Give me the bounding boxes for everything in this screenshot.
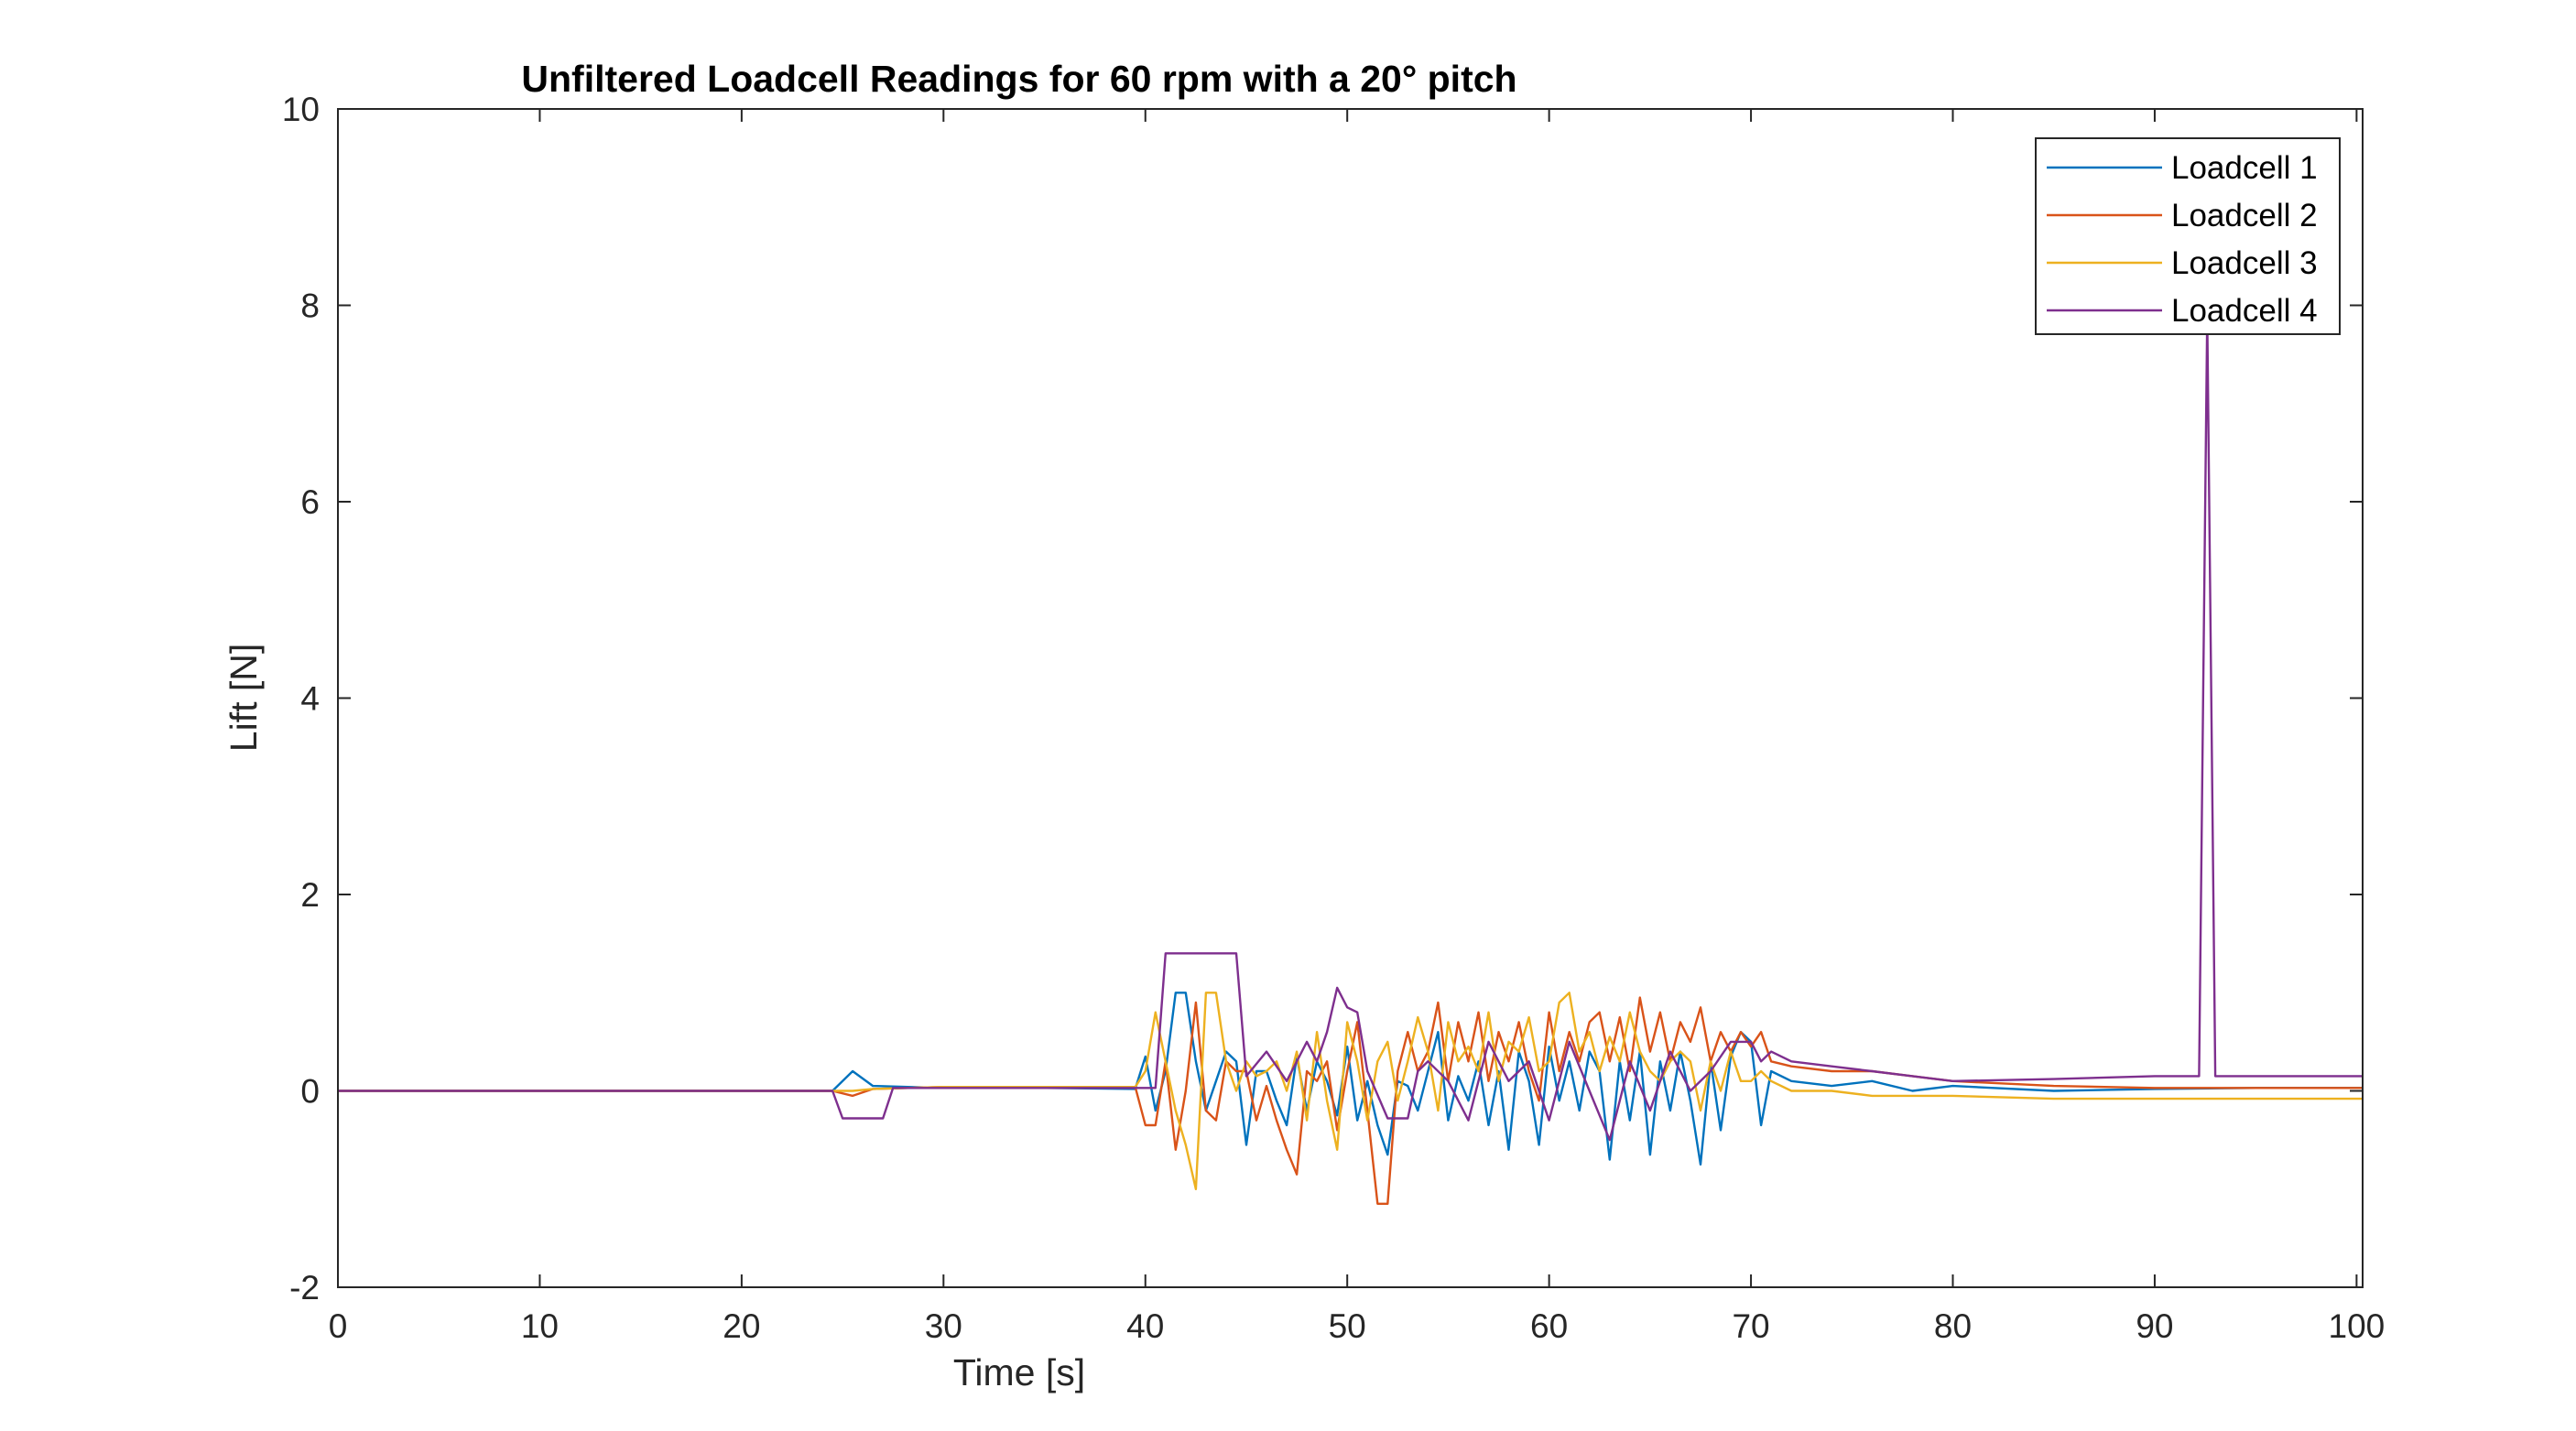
series-line-1: [338, 992, 2363, 1166]
y-tick-label: 6: [300, 483, 320, 521]
x-tick-label: 30: [925, 1307, 962, 1345]
x-tick-label: 90: [2136, 1307, 2173, 1345]
y-tick-label: 4: [300, 680, 320, 718]
x-tick-label: 50: [1329, 1307, 1366, 1345]
x-tick-label: 100: [2329, 1307, 2386, 1345]
y-axis-label: Lift [N]: [223, 644, 265, 752]
x-tick-label: 40: [1126, 1307, 1164, 1345]
legend-label: Loadcell 3: [2171, 245, 2318, 281]
legend-box: [2035, 137, 2341, 335]
x-tick-label: 0: [329, 1307, 348, 1345]
y-tick-label: 10: [282, 91, 320, 128]
y-tick-label: 2: [300, 876, 320, 914]
y-tick-label: 8: [300, 287, 320, 325]
x-tick-label: 70: [1732, 1307, 1769, 1345]
x-axis-label: Time [s]: [953, 1351, 1085, 1393]
chart-title: Unfiltered Loadcell Readings for 60 rpm …: [521, 58, 1516, 100]
x-tick-label: 10: [521, 1307, 559, 1345]
x-tick-label: 60: [1530, 1307, 1568, 1345]
plot-area: [338, 314, 2363, 1206]
y-tick-label: 0: [300, 1073, 320, 1111]
legend: Loadcell 1 Loadcell 2 Loadcell 3 Loadcell 4: [2035, 137, 2341, 335]
series-line-2: [338, 996, 2363, 1206]
legend-label: Loadcell 4: [2171, 293, 2318, 329]
series-line-4: [338, 314, 2363, 1142]
legend-label: Loadcell 2: [2171, 198, 2318, 233]
series-line-3: [338, 992, 2363, 1191]
x-tick-label: 20: [723, 1307, 760, 1345]
y-tick-label: -2: [289, 1269, 320, 1306]
legend-label: Loadcell 1: [2171, 150, 2318, 186]
axes-box: [337, 108, 2364, 1288]
x-tick-label: 80: [1934, 1307, 1972, 1345]
